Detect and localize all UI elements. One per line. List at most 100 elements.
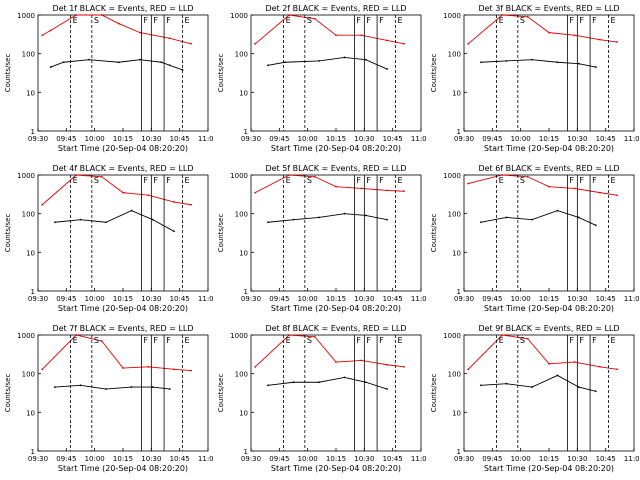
y-tick-label: 1000: [443, 332, 461, 340]
x-tick-label: 10:15: [539, 455, 559, 463]
data-point-events: [267, 221, 269, 224]
x-axis-label: Start Time (20-Sep-04 08:20:20): [271, 464, 401, 473]
x-axis-label: Start Time (20-Sep-04 08:20:20): [58, 464, 188, 473]
chart-title: Det 5f BLACK = Events, RED = LLD: [265, 164, 406, 173]
marker-label: F: [143, 16, 148, 25]
marker-label: F: [153, 336, 158, 345]
x-tick-label: 10:45: [170, 295, 190, 303]
x-tick-label: 10:00: [298, 455, 318, 463]
y-tick-label: 1: [31, 448, 35, 456]
x-tick-label: 09:30: [28, 295, 48, 303]
x-tick-label: 10:30: [354, 455, 374, 463]
data-point-lld: [616, 41, 618, 43]
x-tick-label: 10:30: [354, 135, 374, 143]
data-point-lld: [288, 14, 291, 16]
y-axis-label: Counts/sec: [217, 374, 225, 413]
data-point-lld: [288, 334, 291, 336]
data-point-lld: [190, 42, 192, 45]
data-point-lld: [41, 203, 44, 206]
marker-label: S: [520, 16, 525, 25]
series-line-events: [480, 210, 596, 226]
data-point-events: [386, 218, 388, 221]
y-tick-label: 1000: [443, 12, 461, 20]
y-tick-label: 100: [22, 371, 35, 379]
x-tick-label: 10:15: [113, 295, 133, 303]
data-point-events: [130, 386, 133, 388]
series-line-events: [50, 59, 183, 71]
data-point-lld: [75, 14, 78, 16]
data-point-lld: [360, 34, 363, 37]
y-axis-label: Counts/sec: [4, 54, 12, 93]
x-tick-label: 10:45: [596, 455, 616, 463]
x-tick-label: 09:30: [241, 135, 261, 143]
x-tick-label: 10:30: [141, 135, 161, 143]
marker-label: E: [611, 176, 616, 185]
series-line-events: [54, 210, 175, 232]
marker-label: E: [185, 176, 190, 185]
x-tick-label: 10:00: [85, 295, 105, 303]
data-point-lld: [41, 34, 44, 37]
y-tick-label: 10: [239, 409, 248, 417]
y-tick-label: 1000: [230, 172, 248, 180]
y-tick-label: 1: [31, 288, 35, 296]
data-point-events: [151, 386, 154, 388]
y-tick-label: 100: [235, 211, 248, 219]
data-point-events: [267, 384, 269, 387]
data-point-events: [531, 218, 533, 221]
marker-label: F: [379, 176, 384, 185]
marker-label: F: [366, 16, 371, 25]
y-tick-label: 1: [244, 288, 248, 296]
x-tick-label: 09:45: [482, 455, 502, 463]
data-point-events: [531, 386, 533, 388]
x-axis-label: Start Time (20-Sep-04 08:20:20): [271, 144, 401, 153]
marker-label: E: [499, 176, 504, 185]
y-tick-label: 1: [244, 448, 248, 456]
x-tick-label: 11:00: [624, 455, 639, 463]
data-point-events: [343, 212, 346, 215]
data-point-lld: [41, 368, 44, 371]
data-point-lld: [100, 175, 103, 178]
x-axis-label: Start Time (20-Sep-04 08:20:20): [58, 144, 188, 153]
y-axis-label: Counts/sec: [4, 374, 12, 413]
marker-label: S: [307, 336, 312, 345]
marker-label: E: [611, 16, 616, 25]
marker-label: S: [520, 176, 525, 185]
x-tick-label: 09:30: [28, 135, 48, 143]
x-tick-label: 10:00: [85, 455, 105, 463]
y-tick-label: 1000: [17, 12, 35, 20]
series-line-events: [54, 384, 170, 390]
x-tick-label: 10:30: [567, 455, 587, 463]
x-tick-label: 10:45: [383, 455, 403, 463]
marker-label: E: [185, 336, 190, 345]
marker-label: F: [579, 16, 584, 25]
data-point-events: [105, 388, 107, 390]
marker-label: S: [94, 16, 99, 25]
data-point-events: [79, 384, 82, 387]
marker-label: E: [286, 16, 291, 25]
x-tick-label: 09:45: [482, 135, 502, 143]
x-tick-label: 10:45: [383, 295, 403, 303]
x-tick-label: 09:30: [28, 455, 48, 463]
data-point-lld: [467, 182, 470, 185]
y-axis-label: Counts/sec: [217, 54, 225, 93]
marker-label: F: [569, 176, 574, 185]
y-tick-label: 1: [457, 128, 461, 136]
data-point-events: [364, 381, 367, 384]
data-point-events: [577, 216, 580, 219]
chart-title: Det 7f BLACK = Events, RED = LLD: [52, 324, 193, 333]
x-tick-label: 09:30: [241, 295, 261, 303]
y-tick-label: 10: [239, 249, 248, 257]
data-point-lld: [467, 368, 470, 371]
y-tick-label: 1000: [17, 332, 35, 340]
data-point-lld: [147, 194, 150, 197]
data-point-events: [505, 382, 508, 385]
series-line-events: [267, 213, 388, 223]
data-point-lld: [122, 191, 124, 194]
chart-panel-7: Det 7f BLACK = Events, RED = LLD E S F F F E 1 1…: [0, 320, 213, 480]
data-point-events: [480, 384, 482, 387]
data-point-lld: [49, 29, 52, 32]
data-point-lld: [190, 369, 192, 372]
x-tick-label: 10:15: [539, 295, 559, 303]
data-point-events: [531, 58, 533, 61]
